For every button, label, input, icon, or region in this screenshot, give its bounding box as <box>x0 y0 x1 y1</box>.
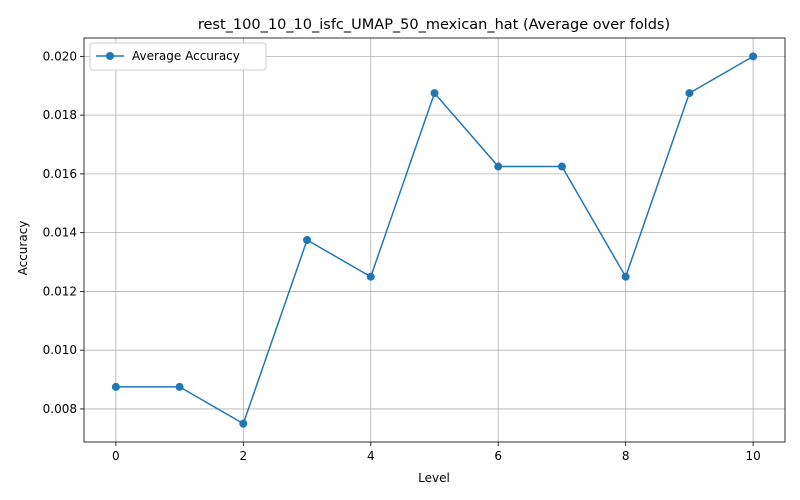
y-axis-ticks: 0.008 0.010 0.012 0.014 0.016 0.018 0.020 <box>43 49 84 416</box>
data-point <box>366 272 375 281</box>
chart-title: rest_100_10_10_isfc_UMAP_50_mexican_hat … <box>198 17 670 33</box>
data-point <box>494 162 503 171</box>
data-point <box>557 162 566 171</box>
y-tick-label: 0.008 <box>43 402 77 416</box>
plot-frame <box>83 37 786 443</box>
legend: Average Accuracy <box>89 42 267 71</box>
plot-area <box>83 37 786 443</box>
data-point <box>175 382 184 391</box>
y-axis-label: Accuracy <box>16 221 30 276</box>
x-tick-label: 2 <box>239 449 247 463</box>
legend-entry-average-accuracy: Average Accuracy <box>132 49 240 63</box>
x-tick-label: 10 <box>745 449 760 463</box>
y-tick-label: 0.016 <box>43 167 77 181</box>
grid-lines <box>84 38 785 442</box>
legend-marker-swatch <box>106 52 114 60</box>
series-layer <box>111 52 758 428</box>
data-point <box>239 419 248 428</box>
plot-background <box>84 38 785 442</box>
x-tick-label: 8 <box>622 449 630 463</box>
x-tick-label: 6 <box>494 449 502 463</box>
y-tick-label: 0.010 <box>43 343 77 357</box>
data-point <box>621 272 630 281</box>
x-tick-label: 4 <box>367 449 375 463</box>
data-point <box>749 52 758 61</box>
y-tick-label: 0.014 <box>43 226 77 240</box>
data-point <box>430 89 439 98</box>
y-tick-label: 0.012 <box>43 284 77 298</box>
x-tick-label: 0 <box>112 449 120 463</box>
data-point <box>111 382 120 391</box>
data-point <box>685 89 694 98</box>
legend-box <box>89 42 267 71</box>
x-axis-label: Level <box>418 471 450 485</box>
data-point <box>303 236 312 244</box>
y-tick-label: 0.020 <box>43 49 77 63</box>
x-axis-ticks: 0 2 4 6 8 10 <box>112 442 761 463</box>
y-tick-label: 0.018 <box>43 108 77 122</box>
